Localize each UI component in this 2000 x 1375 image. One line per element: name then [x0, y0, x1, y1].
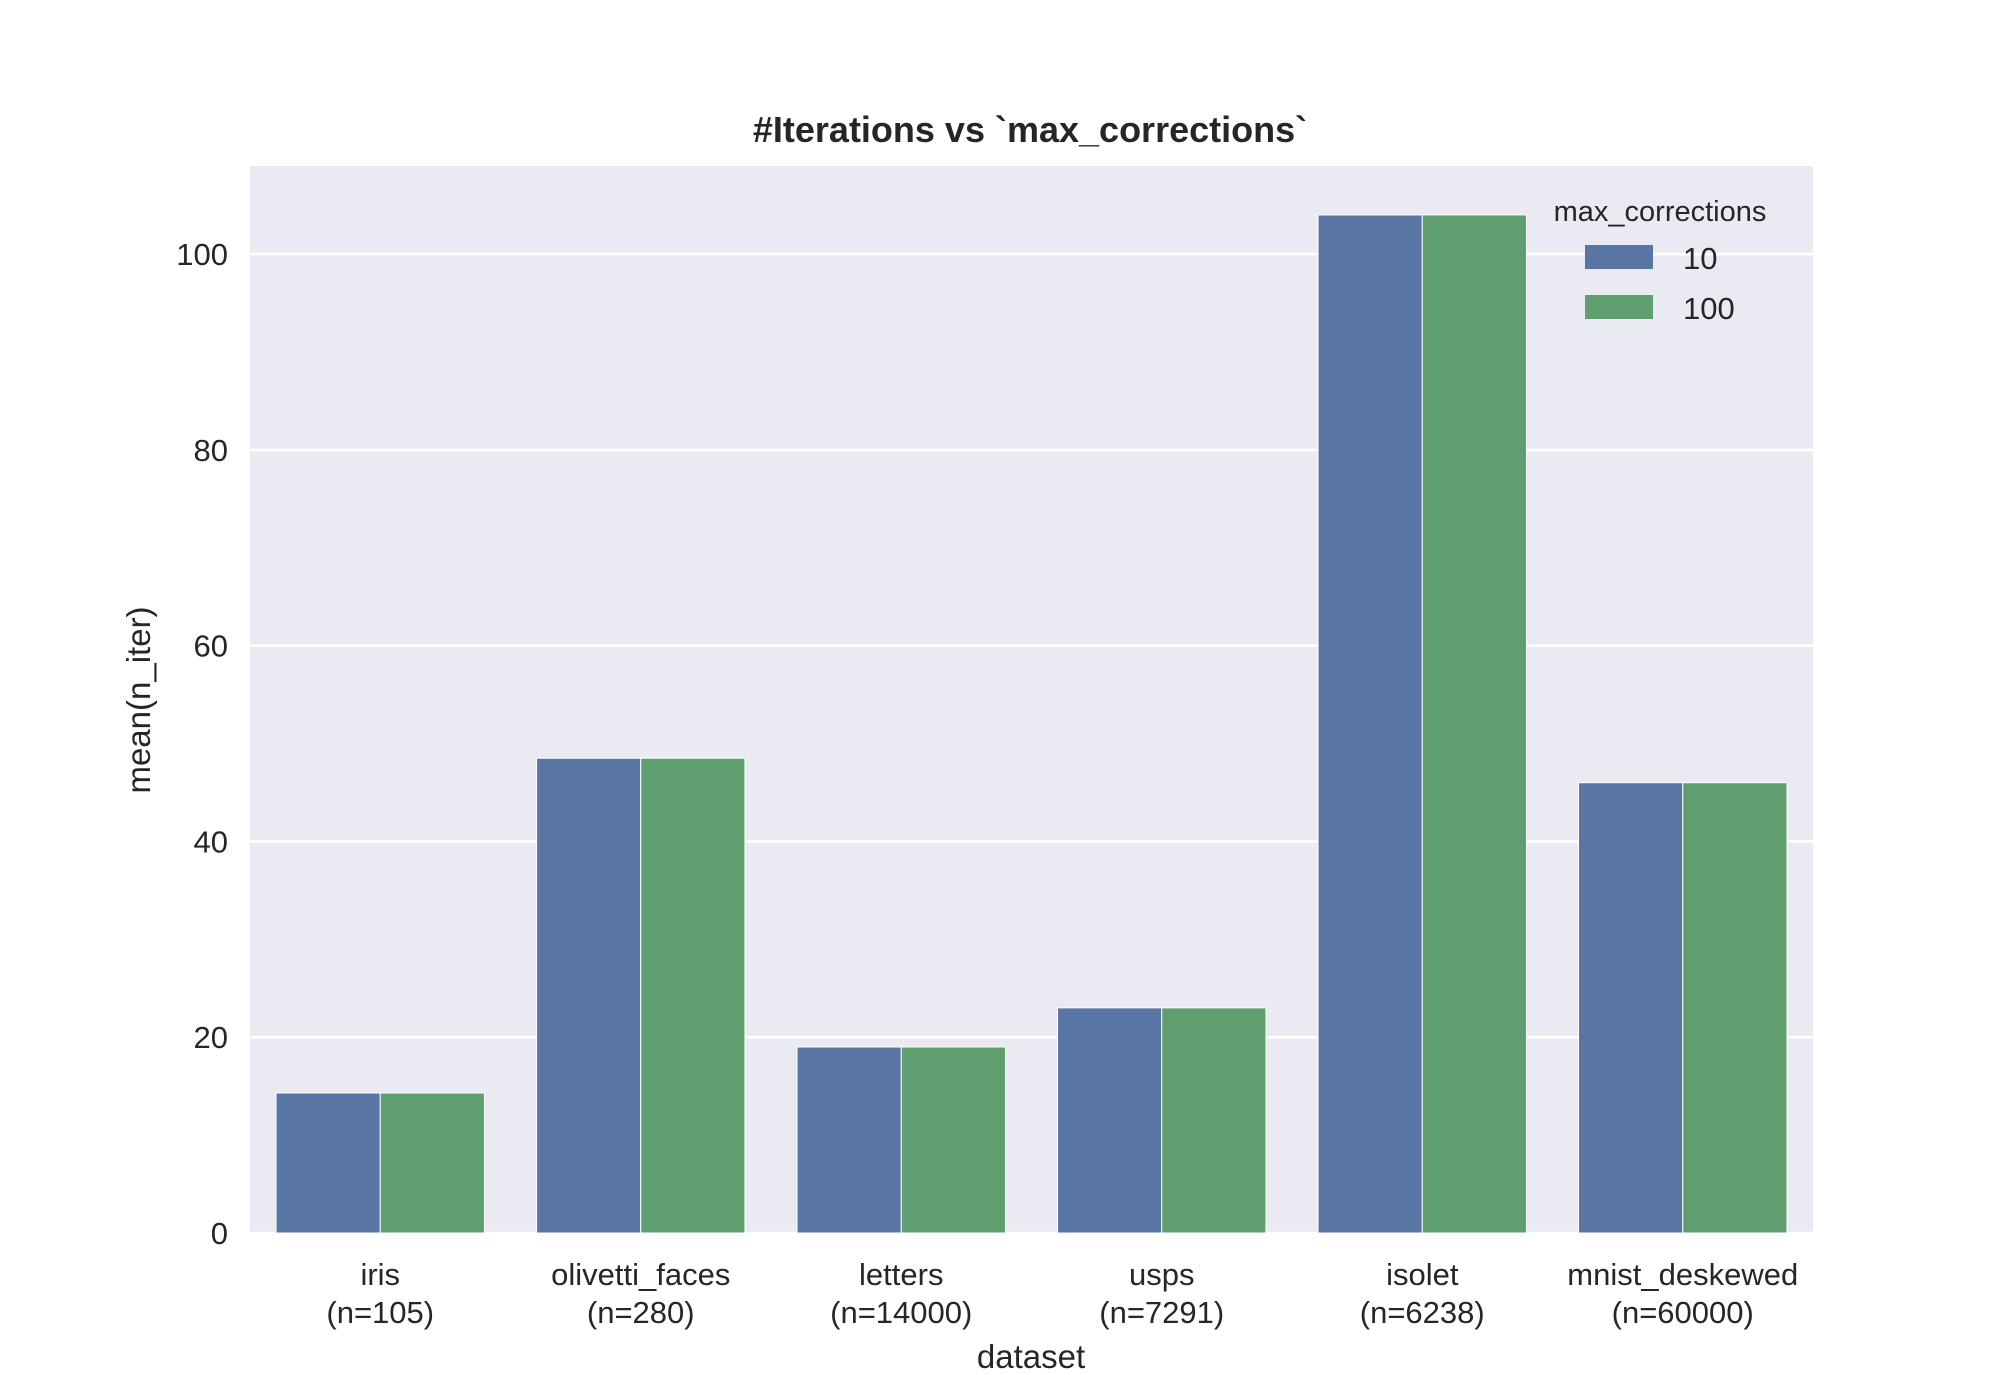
x-tick-label: usps	[1129, 1257, 1194, 1292]
y-tick-label: 60	[194, 629, 228, 664]
bar-usps-10	[1057, 1007, 1163, 1234]
bar-iris-100	[379, 1092, 485, 1234]
y-axis-ticks: 0 20 40 60 80 100	[176, 237, 228, 1251]
legend-entry-100: 100	[1683, 291, 1735, 326]
bar-iris-10	[275, 1092, 381, 1234]
legend-swatch-100	[1585, 295, 1653, 319]
x-tick-label: olivetti_faces	[551, 1257, 730, 1292]
chart-title: #Iterations vs `max_corrections`	[753, 109, 1307, 150]
legend-swatch-10	[1585, 245, 1653, 269]
y-tick-label: 0	[211, 1216, 228, 1251]
bar-olivetti_faces-100	[640, 757, 746, 1234]
x-axis-ticks: iris(n=105)olivetti_faces(n=280)letters(…	[326, 1257, 1798, 1330]
x-tick-sublabel: (n=14000)	[830, 1295, 972, 1330]
bars	[275, 214, 1788, 1234]
x-tick-sublabel: (n=60000)	[1612, 1295, 1754, 1330]
bar-isolet-10	[1317, 214, 1423, 1234]
x-tick-label: isolet	[1386, 1257, 1459, 1292]
x-tick-sublabel: (n=105)	[326, 1295, 434, 1330]
y-axis-label: mean(n_iter)	[120, 606, 157, 793]
bar-letters-100	[900, 1046, 1006, 1234]
y-tick-label: 80	[194, 433, 228, 468]
y-tick-label: 100	[176, 237, 228, 272]
legend: max_corrections 10 100	[1554, 196, 1767, 326]
x-tick-label: mnist_deskewed	[1567, 1257, 1798, 1292]
bar-letters-10	[796, 1046, 902, 1234]
bar-usps-100	[1161, 1007, 1267, 1234]
bar-isolet-100	[1421, 214, 1527, 1234]
bar-olivetti_faces-10	[536, 757, 642, 1234]
legend-title: max_corrections	[1554, 196, 1767, 228]
x-tick-sublabel: (n=280)	[587, 1295, 695, 1330]
plot-area	[250, 166, 1813, 1233]
x-tick-sublabel: (n=7291)	[1099, 1295, 1224, 1330]
x-tick-sublabel: (n=6238)	[1360, 1295, 1485, 1330]
legend-entry-10: 10	[1683, 241, 1717, 276]
x-axis-label: dataset	[977, 1338, 1085, 1375]
bar-mnist_deskewed-100	[1682, 782, 1788, 1234]
x-tick-label: letters	[859, 1257, 943, 1292]
y-tick-label: 20	[194, 1020, 228, 1055]
bar-mnist_deskewed-10	[1578, 782, 1684, 1234]
x-tick-label: iris	[360, 1257, 400, 1292]
grid-lines	[250, 252, 1813, 1235]
y-tick-label: 40	[194, 824, 228, 859]
